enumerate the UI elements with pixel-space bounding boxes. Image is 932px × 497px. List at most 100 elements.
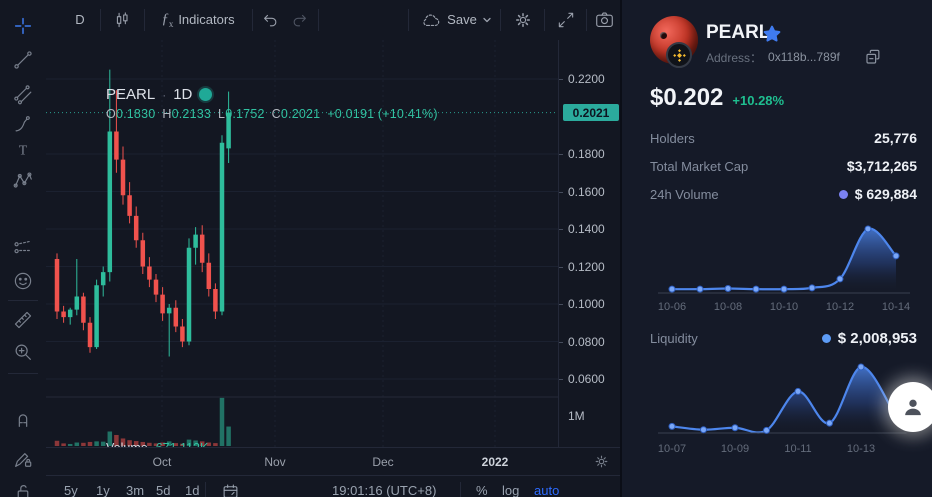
token-price-row: $0.202 +10.28%: [650, 84, 784, 112]
price-tick-label: 0.1000: [568, 297, 605, 311]
ruler-tool-icon[interactable]: [10, 307, 36, 333]
range-button-5d[interactable]: 5d: [156, 483, 171, 497]
forecast-tool-icon[interactable]: [10, 234, 36, 260]
liquidity-label: Liquidity: [650, 331, 698, 346]
cloud-save-icon: [423, 14, 440, 26]
lock-all-drawings-icon[interactable]: [10, 478, 36, 497]
gear-icon: [516, 12, 530, 27]
customer-support-button[interactable]: [888, 382, 932, 432]
toolbar-divider: [8, 300, 38, 301]
price-tick-label: 0.1800: [568, 147, 605, 161]
spark-x-label: 10-09: [720, 443, 750, 455]
xabcd-pattern-tool-icon[interactable]: [10, 167, 36, 193]
stat-label: Total Market Cap: [650, 158, 749, 174]
bnb-chain-badge-icon: [666, 42, 692, 68]
time-tick-label: 2022: [481, 455, 509, 469]
toolbar-divider: [8, 373, 38, 374]
price-tick-mark: [559, 229, 563, 230]
ohlc-change: +0.0191 (+10.41%): [327, 107, 438, 121]
candlestick-chart-pane[interactable]: PEARL · 1D O0.1830 H0.2133 L0.1752 C0.2021 +…: [46, 40, 558, 495]
spark-x-label: 10-11: [784, 443, 812, 455]
token-info-panel: PEARL Address： 0x118b...789f $0.202 +10.…: [620, 0, 932, 497]
zoom-in-tool-icon[interactable]: [10, 339, 36, 365]
token-address-row: Address： 0x118b...789f: [706, 48, 882, 66]
liquidity-trend-x-labels: 10-07 10-09 10-11 10-13: [622, 443, 932, 457]
range-button-1d[interactable]: 1d: [185, 483, 200, 497]
spark-x-label: 10-13: [846, 443, 876, 455]
stat-label: Holders: [650, 130, 695, 146]
support-person-icon: [905, 399, 921, 416]
stat-dot-icon: [838, 189, 848, 199]
volume-trend-x-labels: 10-06 10-08 10-10 10-12 10-14: [622, 301, 932, 315]
candles-icon: [116, 11, 128, 27]
spark-x-label: 10-10: [769, 301, 799, 313]
time-axis[interactable]: Oct Nov Dec 2022: [46, 447, 620, 476]
interval-button[interactable]: D: [75, 12, 85, 27]
undo-button[interactable]: [256, 0, 284, 39]
camera-icon: [595, 12, 613, 27]
go-to-date-button[interactable]: [222, 483, 239, 497]
price-axis[interactable]: 0.2200 0.1800 0.1600 0.1400 0.1200 0.1000 0.08…: [558, 40, 621, 447]
clock-label[interactable]: 19:01:16 (UTC+8): [332, 483, 437, 497]
favorite-star-icon[interactable]: [762, 24, 782, 44]
range-button-1y[interactable]: 1y: [96, 483, 110, 497]
range-button-5y[interactable]: 5y: [64, 483, 78, 497]
price-tick-mark: [559, 304, 563, 305]
text-tool-icon[interactable]: T: [10, 137, 36, 163]
token-name: PEARL: [706, 22, 771, 43]
volume-trend-chart: [658, 225, 910, 294]
chart-type-button[interactable]: [100, 0, 144, 39]
price-tick-label: 0.1400: [568, 222, 605, 236]
trend-line-tool-icon[interactable]: [10, 47, 36, 73]
address-value[interactable]: 0x118b...789f: [768, 50, 840, 64]
chart-toolbar: D ƒx Indicators Save: [46, 0, 620, 41]
price-tick-mark: [559, 341, 563, 343]
log-scale-button[interactable]: log: [502, 483, 520, 497]
candlestick-chart: [46, 40, 558, 447]
drawing-toolbar: T: [0, 0, 47, 497]
drawing-mode-lock-icon[interactable]: [10, 446, 36, 472]
volume-axis-tick: 1M: [568, 409, 585, 423]
chart-settings-button[interactable]: [502, 0, 544, 39]
price-tick-label: 0.1600: [568, 184, 605, 199]
stat-value: $3,712,265: [846, 158, 917, 174]
price-tick-mark: [559, 79, 563, 80]
indicators-button[interactable]: ƒx Indicators: [161, 10, 235, 29]
current-price-tag: 0.2021: [563, 104, 619, 122]
fullscreen-icon: [558, 12, 574, 27]
gann-fib-tool-icon[interactable]: [10, 81, 36, 107]
liquidity-dot-icon: [821, 334, 831, 343]
save-button[interactable]: Save: [412, 0, 500, 39]
fx-icon: ƒx: [161, 10, 174, 29]
symbol-name: PEARL: [106, 86, 156, 103]
timezone-settings-icon[interactable]: [593, 453, 610, 470]
address-label: Address：: [706, 50, 763, 65]
time-tick-label: Nov: [264, 455, 286, 469]
stat-label: 24h Volume: [650, 186, 719, 202]
price-tick-mark: [559, 379, 563, 380]
fullscreen-button[interactable]: [546, 0, 586, 39]
redo-icon: [293, 14, 306, 26]
brush-tool-icon[interactable]: [10, 111, 36, 137]
screenshot-button[interactable]: [588, 0, 620, 39]
price-tick-mark: [559, 154, 563, 155]
copy-address-icon[interactable]: [864, 48, 882, 66]
magnet-tool-icon[interactable]: [10, 406, 36, 432]
spark-x-label: 10-12: [825, 301, 855, 313]
symbol-legend: PEARL · 1D: [106, 86, 213, 103]
emoji-tool-icon[interactable]: [10, 268, 36, 294]
stat-row-holders: Holders 25,776: [650, 130, 917, 146]
price-tick-label: 0.0800: [568, 334, 605, 349]
svg-text:T: T: [19, 143, 28, 158]
range-button-3m[interactable]: 3m: [126, 483, 145, 497]
time-tick-label: Dec: [372, 455, 394, 469]
price-tick-label: 0.0600: [568, 372, 605, 386]
redo-button[interactable]: [286, 0, 314, 39]
liquidity-trend-chart: [658, 363, 907, 434]
token-change: +10.28%: [732, 93, 785, 108]
auto-scale-button[interactable]: auto: [534, 483, 560, 497]
market-status-dot: [199, 88, 213, 101]
percent-scale-button[interactable]: %: [476, 483, 488, 497]
crosshair-tool-icon[interactable]: [10, 13, 36, 39]
